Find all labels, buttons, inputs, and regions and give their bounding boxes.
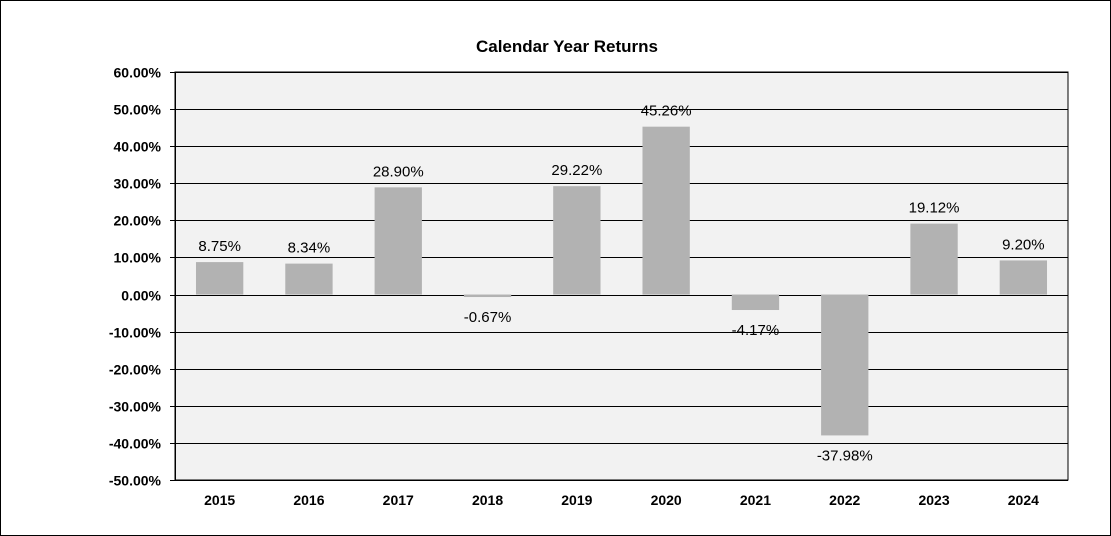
bar-2017 <box>374 187 422 295</box>
bar-2022 <box>821 294 869 436</box>
x-tick-label: 2019 <box>561 492 592 508</box>
data-labels: 8.75% 8.34% 28.90% -0.67% 29.22% 45.26% -4.17%… <box>198 103 1044 465</box>
x-tick-label: 2023 <box>918 492 949 508</box>
bar-2024 <box>999 260 1048 295</box>
x-tick-label: 2024 <box>1008 492 1039 508</box>
y-tick-label: -20.00% <box>109 362 162 378</box>
y-tick-label: 50.00% <box>114 102 162 118</box>
bars <box>195 126 1048 436</box>
x-tick-label: 2020 <box>651 492 682 508</box>
x-tick-label: 2015 <box>204 492 235 508</box>
x-tick-label: 2016 <box>293 492 324 508</box>
y-tick-label: 0.00% <box>121 288 161 304</box>
y-axis-tick-labels: 60.00% 50.00% 40.00% 30.00% 20.00% 10.00% 0.00… <box>109 65 162 489</box>
bar-2019 <box>553 186 601 295</box>
gridlines <box>170 72 1068 481</box>
bar-2018 <box>463 294 512 298</box>
data-label: -0.67% <box>464 309 512 326</box>
y-tick-label: 40.00% <box>114 139 162 155</box>
x-tick-label: 2021 <box>740 492 771 508</box>
data-label: -37.98% <box>817 447 873 464</box>
y-tick-label: 20.00% <box>114 213 162 229</box>
y-tick-label: -30.00% <box>109 399 162 415</box>
data-label: 8.34% <box>288 240 331 257</box>
bar-2016 <box>285 263 333 295</box>
x-tick-label: 2022 <box>829 492 860 508</box>
data-label: 9.20% <box>1002 236 1045 253</box>
x-tick-label: 2017 <box>383 492 414 508</box>
x-tick-label: 2018 <box>472 492 503 508</box>
bar-2020 <box>642 126 690 295</box>
data-label: 45.26% <box>641 103 692 120</box>
data-label: 8.75% <box>198 238 241 255</box>
x-axis-tick-labels: 2015 2016 2017 2018 2019 2020 2021 2022 2023 2024 <box>204 492 1039 508</box>
chart-title: Calendar Year Returns <box>476 37 658 56</box>
data-label: 28.90% <box>373 163 424 180</box>
bar-2023 <box>910 223 958 295</box>
bar-2021 <box>731 294 780 311</box>
y-tick-label: -10.00% <box>109 325 162 341</box>
y-tick-label: -50.00% <box>109 473 162 489</box>
y-tick-label: -40.00% <box>109 436 162 452</box>
data-label: 29.22% <box>551 162 602 179</box>
bar-2015 <box>195 262 244 295</box>
y-tick-label: 60.00% <box>114 65 162 81</box>
data-label: -4.17% <box>732 322 780 339</box>
y-tick-label: 30.00% <box>114 176 162 192</box>
y-tick-label: 10.00% <box>114 250 162 266</box>
data-label: 19.12% <box>909 200 960 217</box>
